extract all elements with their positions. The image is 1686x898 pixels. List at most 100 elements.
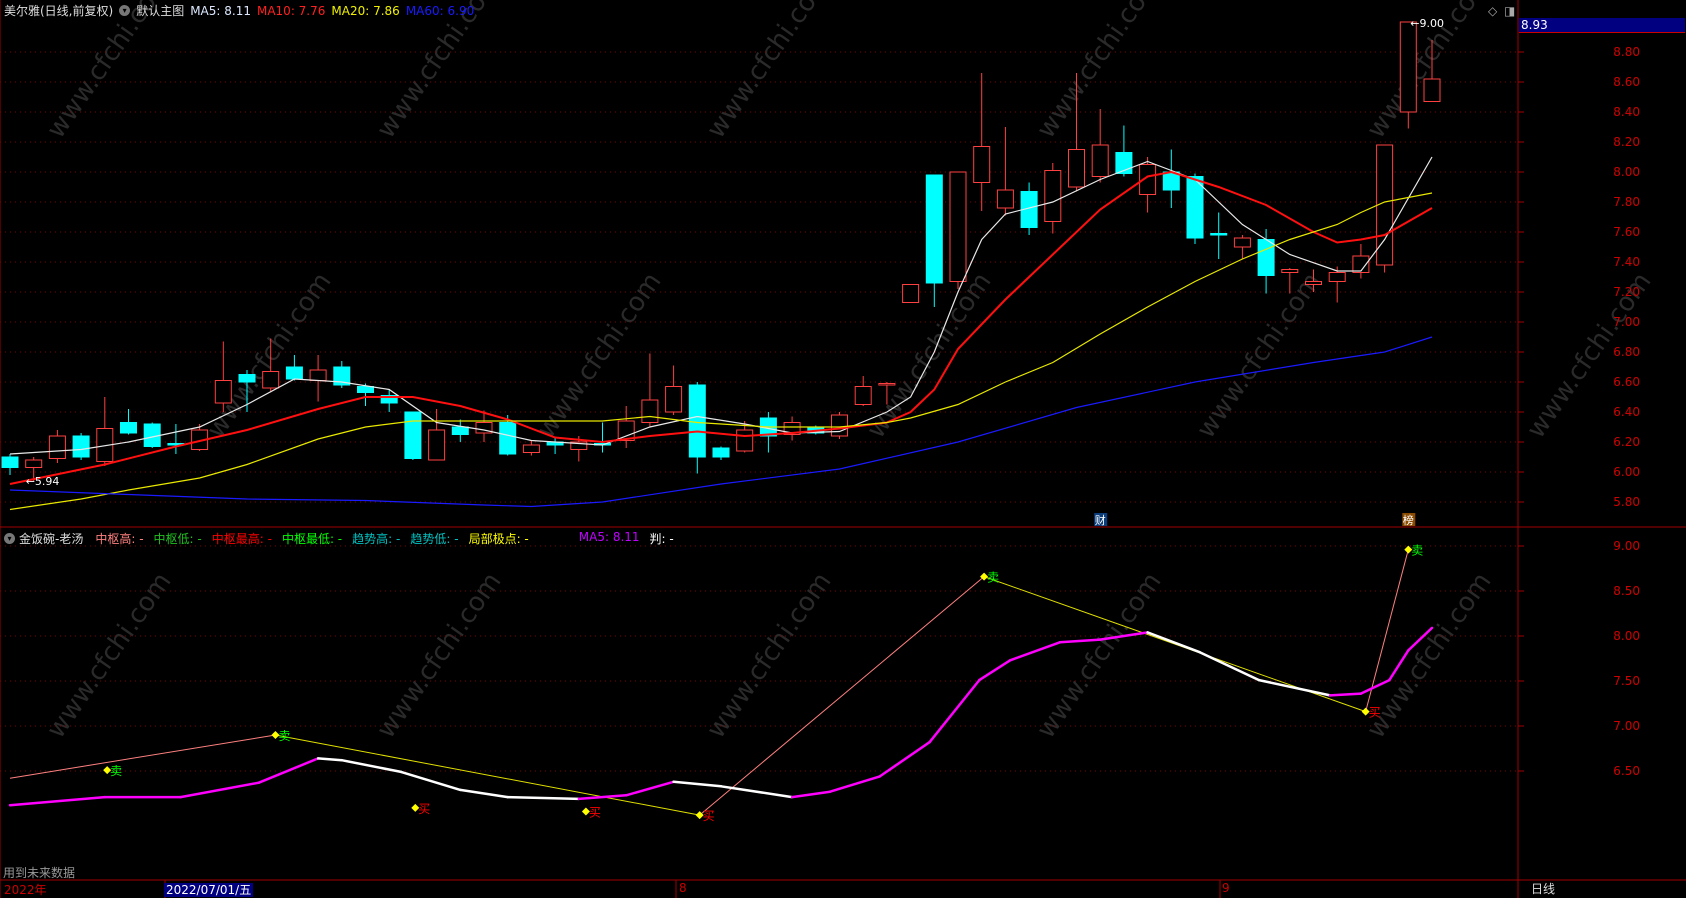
candle-body — [1281, 269, 1299, 273]
ma5-segment — [340, 758, 403, 774]
time-label-year: 2022年 — [4, 883, 47, 897]
signal-label: 买 — [703, 809, 715, 823]
candle — [925, 174, 943, 307]
signal-label: 买 — [589, 806, 601, 820]
candle-body — [380, 395, 398, 404]
indicator-legend-6: 局部极点: - — [468, 532, 529, 546]
ma5-segment — [1388, 649, 1410, 682]
high-price-label: ←9.00 — [1410, 17, 1444, 30]
ma-line-ma5 — [9, 156, 1433, 455]
ma5-segment — [719, 785, 794, 799]
zigzag-segment — [1365, 549, 1409, 712]
signal-label: 买 — [1369, 706, 1381, 720]
period-button[interactable]: 日线 — [1531, 882, 1556, 896]
ma5-segment — [1098, 631, 1149, 641]
y-tick-label: 6.50 — [1613, 764, 1640, 778]
template-name[interactable]: 默认主图 — [136, 4, 185, 18]
indicator-legend-3: 中枢最低: - — [281, 532, 343, 546]
main-header: 美尔雅(日线,前复权) ▾ 默认主图 MA5: 8.11 MA10: 7.76 … — [4, 2, 474, 19]
signal-diamond-icon — [411, 803, 420, 812]
candle — [712, 446, 730, 460]
candle — [783, 416, 801, 441]
chevron-down-icon[interactable]: ▾ — [4, 533, 15, 544]
watermark: www.cfchi.com — [701, 567, 837, 744]
candle — [1068, 73, 1085, 192]
y-tick-label: 6.40 — [1613, 405, 1640, 419]
stock-title[interactable]: 美尔雅(日线,前复权) — [4, 4, 114, 18]
candle-body — [1068, 149, 1085, 188]
candle-body — [641, 399, 659, 423]
signal-label: 买 — [418, 802, 430, 816]
candle-body — [262, 371, 280, 389]
ma5-segment — [316, 757, 344, 762]
candle — [428, 409, 446, 461]
candle — [522, 440, 540, 456]
candle-body — [973, 146, 991, 183]
ma-line-ma60 — [9, 336, 1433, 508]
ma-line-ma10 — [9, 170, 1433, 485]
ma5-segment — [878, 740, 931, 778]
signal-diamond-icon — [581, 807, 590, 816]
candle — [902, 284, 920, 303]
current-price-label: 8.93 — [1519, 18, 1685, 33]
candle — [1376, 144, 1394, 273]
candle-body — [878, 383, 896, 386]
candle — [1115, 125, 1133, 177]
candle-body — [617, 420, 635, 441]
candle-body — [333, 366, 351, 386]
candle — [594, 422, 611, 453]
candle-body — [451, 426, 469, 435]
candle — [333, 361, 351, 388]
diamond-icon[interactable]: ◇ — [1488, 4, 1498, 18]
candle — [380, 389, 398, 412]
candle-body — [1210, 233, 1228, 236]
panel-toggle-icon[interactable]: ◨ — [1504, 4, 1516, 18]
event-tag: 财 — [1095, 513, 1106, 527]
signal-diamond-icon — [271, 731, 280, 739]
candle-body — [688, 384, 706, 458]
indicator-title[interactable]: 金饭碗-老汤 — [19, 532, 84, 546]
y-tick-label: 8.00 — [1613, 629, 1640, 643]
candle-body — [357, 386, 374, 393]
time-label-sep: 9 — [1222, 881, 1230, 895]
candle — [831, 412, 848, 439]
candle-body — [831, 414, 848, 437]
candle — [96, 397, 114, 466]
ma5-legend: MA5: 8.11 — [190, 3, 251, 18]
ma5-segment — [1407, 626, 1434, 652]
chevron-down-icon[interactable]: ▾ — [119, 5, 131, 16]
y-tick-label: 7.00 — [1613, 719, 1640, 733]
y-tick-label: 8.20 — [1613, 135, 1640, 149]
y-tick-label: 7.50 — [1613, 674, 1640, 688]
watermark: www.cfchi.com — [41, 0, 177, 144]
watermark: www.cfchi.com — [371, 567, 507, 744]
event-tag-bg — [1402, 513, 1416, 526]
zigzag-segment — [9, 734, 276, 779]
signal-diamond-icon — [1361, 707, 1370, 716]
y-tick-label: 6.00 — [1613, 465, 1640, 479]
candle-body — [854, 386, 872, 405]
candle-body — [1233, 237, 1251, 248]
watermark: www.cfchi.com — [371, 0, 507, 144]
ma5-segment — [978, 659, 1012, 682]
candle-body — [902, 284, 920, 303]
y-tick-label: 8.50 — [1613, 584, 1640, 598]
signal-diamond-icon — [695, 811, 704, 820]
candle — [1, 454, 19, 475]
event-tag-bg — [1094, 513, 1108, 526]
indicator-legend-7: MA5: 8.11 — [578, 530, 640, 544]
candle-body — [72, 435, 90, 458]
candle — [1399, 21, 1417, 129]
ma5-segment — [1359, 678, 1391, 695]
ma5-segment — [8, 795, 107, 807]
ma5-segment — [1198, 650, 1261, 682]
ma60-legend: MA60: 6.90 — [405, 3, 475, 18]
signal-label: 卖 — [1411, 544, 1423, 558]
candle-body — [1399, 21, 1417, 113]
candle-body — [522, 444, 540, 453]
ma5-segment — [672, 780, 723, 788]
time-label-aug: 8 — [679, 881, 687, 895]
low-price-label: ←5.94 — [26, 475, 60, 488]
zigzag-segment — [699, 576, 985, 816]
